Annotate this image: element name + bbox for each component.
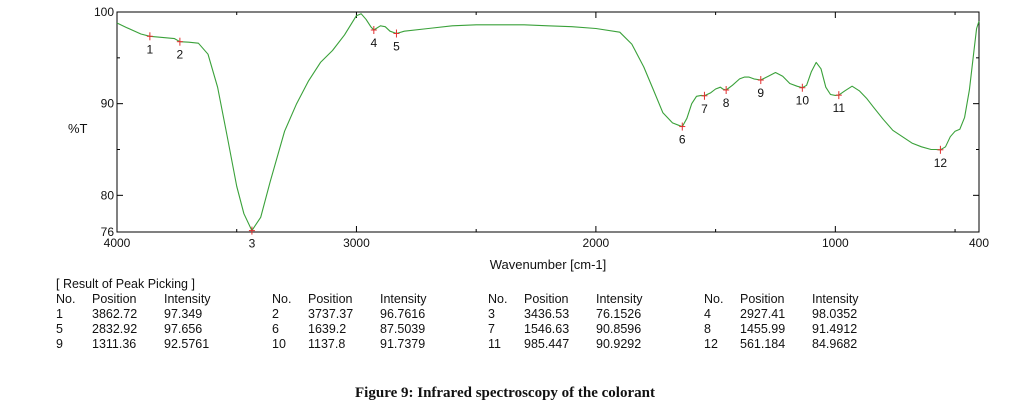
peak-table-cell: 98.0352 — [812, 307, 858, 321]
peak-table-header: Intensity — [812, 292, 859, 306]
x-tick-label: 4000 — [104, 236, 131, 250]
peak-table-cell: 5 — [56, 322, 63, 336]
peak-table-cell: 76.1526 — [596, 307, 642, 321]
peak-table-cell: 90.9292 — [596, 337, 642, 351]
peak-table-cell: 1546.63 — [524, 322, 570, 336]
peak-table-cell: 1639.2 — [308, 322, 347, 336]
peak-table-cell: 8 — [704, 322, 711, 336]
y-tick-label: 76 — [101, 225, 115, 239]
peak-table-header: Intensity — [380, 292, 427, 306]
x-tick-label: 1000 — [822, 236, 849, 250]
peak-table-title: [ Result of Peak Picking ] — [56, 277, 195, 291]
peak-label: 4 — [370, 36, 377, 50]
peak-table-cell: 90.8596 — [596, 322, 642, 336]
x-tick-label: 3000 — [343, 236, 370, 250]
peak-table-cell: 1311.36 — [92, 337, 137, 351]
peak-table-cell: 7 — [488, 322, 495, 336]
peak-label: 9 — [757, 86, 764, 100]
peak-table-cell: 4 — [704, 307, 711, 321]
peak-table-cell: 92.5761 — [164, 337, 210, 351]
peak-table-header: Position — [308, 292, 353, 306]
peak-label: 2 — [177, 48, 184, 62]
peak-table-cell: 561.184 — [740, 337, 786, 351]
peak-table-cell: 3737.37 — [308, 307, 354, 321]
x-tick-label: 2000 — [583, 236, 610, 250]
peak-table-cell: 1 — [56, 307, 63, 321]
peak-table-cell: 985.447 — [524, 337, 570, 351]
peak-label: 8 — [723, 96, 730, 110]
peak-label: 5 — [393, 39, 400, 53]
peak-table-cell: 9 — [56, 337, 63, 351]
peak-table-cell: 10 — [272, 337, 286, 351]
peak-label: 11 — [833, 101, 846, 115]
peak-table-cell: 96.7616 — [380, 307, 426, 321]
peak-table-header: Position — [524, 292, 569, 306]
peak-table-cell: 3436.53 — [524, 307, 570, 321]
peak-table-cell: 91.7379 — [380, 337, 426, 351]
figure-caption: Figure 9: Infrared spectroscopy of the c… — [355, 385, 655, 401]
peak-table-header: Position — [92, 292, 137, 306]
peak-table-cell: 87.5039 — [380, 322, 426, 336]
peak-table-cell: 6 — [272, 322, 279, 336]
peak-table-header: No. — [704, 292, 724, 306]
peak-table-cell: 91.4912 — [812, 322, 858, 336]
peak-table-cell: 12 — [704, 337, 718, 351]
peak-label: 6 — [679, 133, 686, 147]
peak-table-header: Position — [740, 292, 785, 306]
peak-table-header: No. — [272, 292, 292, 306]
peak-label: 10 — [796, 94, 810, 108]
spectrum-line — [116, 13, 980, 232]
peak-table-header: No. — [56, 292, 76, 306]
peak-table-cell: 2927.41 — [740, 307, 786, 321]
peak-table-cell: 1137.8 — [308, 337, 346, 351]
peak-table-header: Intensity — [164, 292, 211, 306]
peak-table-header: Intensity — [596, 292, 643, 306]
x-axis-label: Wavenumber [cm-1] — [490, 257, 607, 272]
peak-table-cell: 2 — [272, 307, 279, 321]
peak-label: 12 — [934, 156, 948, 170]
peak-label: 1 — [147, 42, 154, 56]
peak-table-cell: 11 — [488, 337, 501, 351]
peak-table-header: No. — [488, 292, 508, 306]
y-tick-label: 100 — [94, 5, 114, 19]
y-tick-label: 90 — [101, 97, 115, 111]
peak-table-cell: 84.9682 — [812, 337, 858, 351]
peak-label: 3 — [249, 237, 256, 251]
peak-table-cell: 1455.99 — [740, 322, 786, 336]
y-axis-label: %T — [68, 121, 88, 136]
y-tick-label: 80 — [101, 188, 115, 202]
peak-table-cell: 3 — [488, 307, 495, 321]
x-axis-ticks: 4000 3000 2000 1000 400 — [104, 12, 989, 250]
peak-table-cell: 97.656 — [164, 322, 203, 336]
x-tick-label: 400 — [969, 236, 989, 250]
plot-frame — [116, 11, 980, 233]
peak-table-cell: 2832.92 — [92, 322, 138, 336]
peak-table-cell: 97.349 — [164, 307, 203, 321]
peak-table-cell: 3862.72 — [92, 307, 138, 321]
peak-label: 7 — [701, 102, 708, 116]
